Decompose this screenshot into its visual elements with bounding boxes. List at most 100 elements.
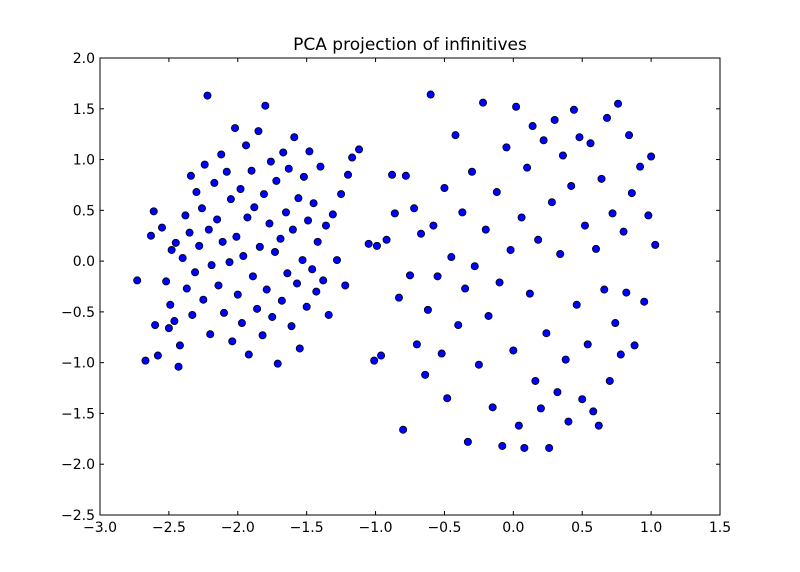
scatter-point: [625, 131, 634, 140]
scatter-point: [197, 204, 206, 213]
scatter-point: [370, 356, 379, 365]
scatter-point: [153, 351, 162, 360]
scatter-point: [556, 249, 565, 258]
scatter-point: [523, 163, 532, 172]
scatter-point: [175, 341, 184, 350]
y-tick-label: −2.0: [61, 457, 95, 473]
scatter-point: [287, 322, 296, 331]
scatter-point: [569, 105, 578, 114]
scatter-point: [254, 127, 263, 136]
scatter-point: [302, 302, 311, 311]
scatter-point: [608, 209, 617, 218]
x-tick-label: −2.0: [221, 520, 255, 536]
scatter-point: [520, 443, 529, 452]
scatter-point: [288, 225, 297, 234]
scatter-point: [195, 241, 204, 250]
scatter-point: [217, 150, 226, 159]
scatter-point: [185, 228, 194, 237]
scatter-point: [277, 296, 286, 305]
scatter-point: [553, 388, 562, 397]
scatter-point: [174, 362, 183, 371]
scatter-point: [458, 208, 467, 217]
scatter-point: [213, 215, 222, 224]
scatter-point: [426, 90, 435, 99]
scatter-point: [575, 133, 584, 142]
scatter-point: [377, 351, 386, 360]
scatter-point: [405, 271, 414, 280]
scatter-point: [481, 225, 490, 234]
scatter-point: [451, 131, 460, 140]
scatter-point: [273, 359, 282, 368]
scatter-point: [443, 394, 452, 403]
x-tick-label: −0.5: [427, 520, 461, 536]
scatter-point: [248, 272, 257, 281]
scatter-point: [284, 164, 293, 173]
scatter-point: [270, 247, 279, 256]
scatter-point: [417, 229, 426, 238]
scatter-point: [600, 285, 609, 294]
scatter-point: [170, 317, 179, 326]
scatter-point: [236, 185, 245, 194]
scatter-point: [534, 235, 543, 244]
scatter-point: [157, 223, 166, 232]
scatter-point: [506, 245, 515, 254]
scatter-point: [164, 324, 173, 333]
scatter-point: [343, 170, 352, 179]
plot-frame: [99, 57, 721, 516]
scatter-point: [226, 195, 235, 204]
scatter-point: [479, 98, 488, 107]
scatter-point: [388, 170, 397, 179]
plot-background: [100, 58, 720, 515]
scatter-point: [133, 276, 142, 285]
scatter-point: [564, 417, 573, 426]
scatter-point: [290, 133, 299, 142]
scatter-point: [182, 284, 191, 293]
scatter-point: [265, 219, 274, 228]
scatter-point: [276, 234, 285, 243]
scatter-point: [498, 441, 507, 450]
scatter-point: [309, 199, 318, 208]
scatter-point: [298, 256, 307, 265]
scatter-point: [467, 167, 476, 176]
scatter-point: [583, 340, 592, 349]
scatter-point: [355, 145, 364, 154]
scatter-point: [616, 350, 625, 359]
scatter-point: [636, 162, 645, 171]
scatter-point: [204, 225, 213, 234]
scatter-point: [589, 407, 598, 416]
y-tick-label: −1.5: [61, 406, 95, 422]
scatter-point: [447, 253, 456, 262]
scatter-point: [200, 160, 209, 169]
y-tick-label: −0.5: [61, 305, 95, 321]
scatter-point: [614, 99, 623, 108]
x-tick-label: −1.5: [290, 520, 324, 536]
x-tick-label: −3.0: [83, 520, 117, 536]
scatter-point: [239, 252, 248, 261]
scatter-point: [192, 188, 201, 197]
scatter-point: [348, 153, 357, 162]
scatter-point: [644, 211, 653, 220]
y-tick-label: 2.0: [73, 51, 95, 67]
scatter-point: [283, 269, 292, 278]
scatter-point: [461, 284, 470, 293]
x-tick-label: 1.0: [640, 520, 662, 536]
scatter-point: [255, 242, 264, 251]
x-tick-label: 1.5: [709, 520, 731, 536]
scatter-point: [603, 113, 612, 122]
scatter-point: [162, 277, 171, 286]
scatter-point: [539, 136, 548, 145]
scatter-point: [178, 254, 187, 263]
scatter-point: [547, 198, 556, 207]
scatter-point: [630, 341, 639, 350]
scatter-point: [167, 245, 176, 254]
scatter-point: [429, 221, 438, 230]
scatter-point: [463, 437, 472, 446]
scatter-point: [312, 287, 321, 296]
scatter-point: [210, 178, 219, 187]
scatter-point: [206, 330, 215, 339]
y-tick-label: 1.5: [73, 102, 95, 118]
scatter-point: [243, 213, 252, 222]
scatter-point: [550, 115, 559, 124]
scatter-point: [233, 290, 242, 299]
scatter-point: [222, 167, 231, 176]
